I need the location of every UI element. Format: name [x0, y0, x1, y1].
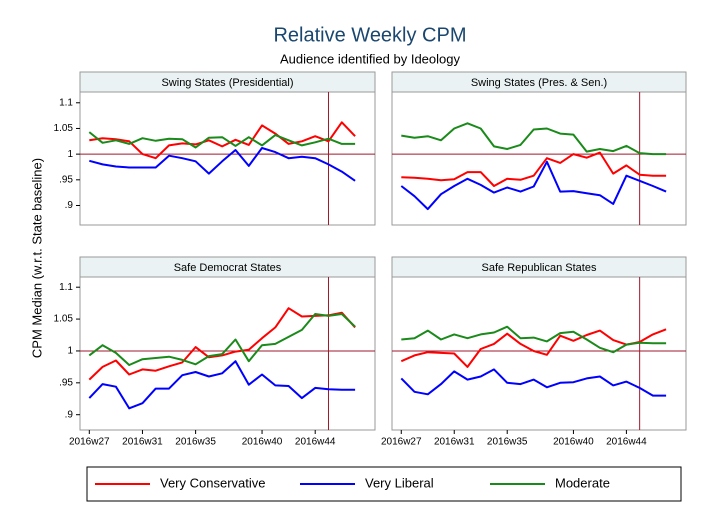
series-line: [400, 328, 667, 368]
x-tick-label: 2016w31: [434, 437, 475, 448]
x-tick-label: 2016w35: [487, 437, 528, 448]
series-line: [401, 325, 667, 354]
legend-label: Very Conservative: [160, 475, 266, 490]
x-tick-label: 2016w44: [295, 437, 336, 448]
legend-label: Very Liberal: [365, 475, 434, 490]
x-tick-label: 2016w40: [242, 437, 283, 448]
y-tick-label: 1.05: [54, 314, 74, 325]
legend-label: Moderate: [555, 475, 610, 490]
y-tick-label: .95: [59, 377, 73, 388]
series-line: [400, 160, 667, 211]
y-axis-label: CPM Median (w.r.t. State baseline): [29, 158, 44, 358]
x-tick-label: 2016w44: [606, 437, 647, 448]
series-line: [401, 122, 667, 156]
x-tick-label: 2016w40: [553, 437, 594, 448]
x-tick-label: 2016w35: [175, 437, 216, 448]
panel-title: Safe Democrat States: [174, 262, 282, 274]
series-line: [88, 360, 356, 410]
series-line: [401, 151, 667, 187]
y-tick-label: 1: [67, 149, 73, 160]
panel-title: Swing States (Presidential): [161, 77, 293, 89]
panel-title: Safe Republican States: [482, 262, 597, 274]
x-tick-label: 2016w27: [69, 437, 110, 448]
legend-box: [86, 466, 682, 502]
y-tick-label: .9: [65, 409, 74, 420]
series-line: [88, 313, 356, 366]
series-line: [88, 307, 356, 381]
chart-subtitle: Audience identified by Ideology: [280, 51, 460, 66]
y-tick-label: 1.1: [59, 282, 73, 293]
y-tick-label: 1: [67, 346, 73, 357]
plot-area: [79, 91, 376, 226]
panel-title: Swing States (Pres. & Sen.): [471, 77, 607, 89]
y-tick-label: 1.05: [54, 123, 74, 134]
y-tick-label: .9: [65, 200, 74, 211]
series-line: [88, 131, 356, 149]
series-line: [400, 368, 667, 397]
plot-area: [391, 91, 687, 226]
x-tick-label: 2016w27: [381, 437, 422, 448]
chart-title: Relative Weekly CPM: [273, 24, 466, 46]
series-line: [89, 147, 356, 182]
y-tick-label: 1.1: [59, 97, 73, 108]
series-line: [89, 121, 356, 160]
x-tick-label: 2016w31: [122, 437, 163, 448]
y-tick-label: .95: [59, 174, 73, 185]
